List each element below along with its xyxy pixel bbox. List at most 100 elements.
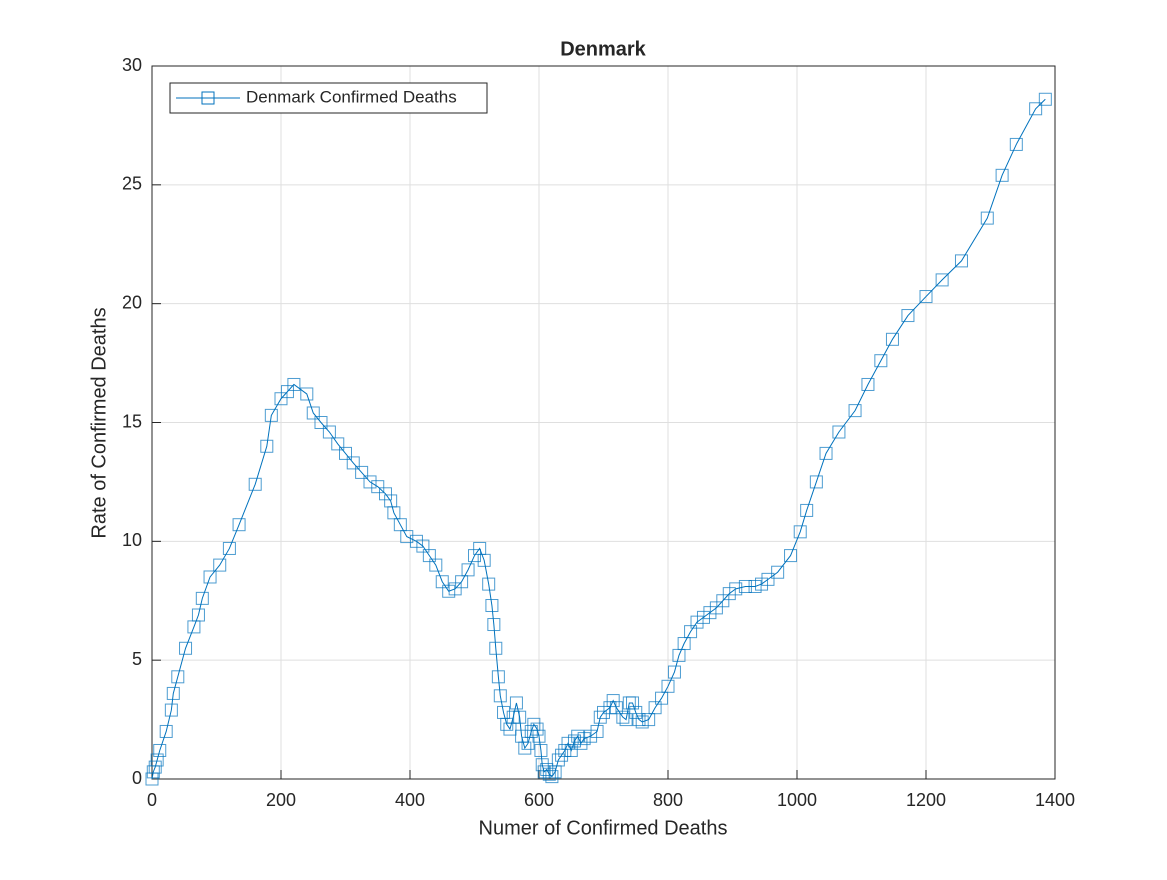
marker bbox=[159, 724, 173, 738]
chart-title: Denmark bbox=[560, 38, 646, 60]
marker bbox=[264, 408, 278, 422]
marker bbox=[487, 618, 501, 632]
marker bbox=[171, 670, 185, 684]
marker bbox=[901, 309, 915, 323]
x-tick-label: 1400 bbox=[1035, 790, 1075, 810]
marker bbox=[166, 686, 180, 700]
marker bbox=[861, 377, 875, 391]
x-tick-label: 1200 bbox=[906, 790, 946, 810]
x-tick-label: 600 bbox=[524, 790, 554, 810]
series-line bbox=[151, 98, 1046, 780]
marker bbox=[355, 465, 369, 479]
marker bbox=[378, 487, 392, 501]
marker bbox=[300, 387, 314, 401]
marker bbox=[248, 477, 262, 491]
marker bbox=[832, 425, 846, 439]
marker bbox=[954, 254, 968, 268]
y-tick-label: 15 bbox=[122, 411, 142, 431]
x-tick-label: 0 bbox=[147, 790, 157, 810]
marker bbox=[461, 563, 475, 577]
marker bbox=[619, 713, 633, 727]
marker bbox=[213, 558, 227, 572]
marker bbox=[331, 437, 345, 451]
marker bbox=[590, 724, 604, 738]
marker bbox=[819, 446, 833, 460]
marker bbox=[874, 354, 888, 368]
marker bbox=[222, 541, 236, 555]
marker bbox=[729, 582, 743, 596]
marker bbox=[935, 273, 949, 287]
marker bbox=[287, 377, 301, 391]
marker bbox=[513, 710, 527, 724]
marker bbox=[232, 518, 246, 532]
marker bbox=[491, 670, 505, 684]
marker bbox=[738, 579, 752, 593]
x-tick-label: 1000 bbox=[777, 790, 817, 810]
y-axis-label: Rate of Confirmed Deaths bbox=[88, 307, 110, 538]
marker bbox=[761, 572, 775, 586]
marker bbox=[477, 553, 491, 567]
marker bbox=[885, 332, 899, 346]
x-axis-label: Numer of Confirmed Deaths bbox=[479, 817, 728, 839]
marker bbox=[661, 679, 675, 693]
x-tick-label: 400 bbox=[395, 790, 425, 810]
marker bbox=[545, 770, 559, 784]
marker bbox=[1038, 92, 1052, 106]
marker bbox=[980, 211, 994, 225]
marker bbox=[339, 446, 352, 460]
legend-marker bbox=[201, 91, 215, 105]
y-tick-label: 10 bbox=[122, 530, 142, 550]
marker bbox=[1009, 137, 1023, 151]
marker bbox=[150, 753, 164, 767]
y-tick-label: 0 bbox=[132, 768, 142, 788]
marker bbox=[616, 710, 630, 724]
marker bbox=[153, 743, 167, 757]
marker bbox=[537, 765, 551, 779]
marker bbox=[771, 565, 785, 579]
marker bbox=[482, 577, 496, 591]
marker bbox=[429, 558, 443, 572]
marker bbox=[564, 743, 578, 757]
marker bbox=[148, 760, 162, 774]
marker bbox=[530, 722, 544, 736]
marker bbox=[995, 168, 1009, 182]
marker bbox=[593, 710, 607, 724]
marker bbox=[400, 530, 414, 544]
marker bbox=[164, 703, 178, 717]
marker bbox=[322, 425, 336, 439]
marker bbox=[346, 456, 360, 470]
x-tick-label: 200 bbox=[266, 790, 296, 810]
marker bbox=[809, 475, 823, 489]
marker bbox=[468, 549, 481, 563]
marker bbox=[314, 416, 328, 429]
y-tick-label: 30 bbox=[122, 55, 142, 75]
marker bbox=[485, 599, 499, 613]
y-tick-label: 5 bbox=[132, 649, 142, 669]
marker bbox=[632, 713, 646, 727]
axes-box bbox=[151, 65, 1056, 780]
marker bbox=[848, 404, 862, 418]
marker bbox=[919, 290, 933, 304]
marker bbox=[574, 736, 588, 750]
marker bbox=[626, 696, 640, 710]
marker bbox=[535, 758, 549, 772]
marker bbox=[534, 743, 548, 757]
marker bbox=[532, 729, 546, 743]
marker bbox=[540, 762, 554, 776]
x-tick-label: 800 bbox=[653, 790, 683, 810]
marker bbox=[195, 591, 209, 605]
marker bbox=[306, 406, 320, 420]
marker bbox=[489, 641, 503, 655]
marker bbox=[667, 665, 681, 679]
marker bbox=[1029, 102, 1043, 116]
marker bbox=[509, 696, 523, 710]
y-tick-label: 25 bbox=[122, 174, 142, 194]
marker bbox=[606, 694, 620, 708]
marker bbox=[800, 503, 814, 517]
marker bbox=[260, 439, 274, 453]
marker bbox=[793, 525, 807, 539]
marker bbox=[493, 689, 507, 703]
marker bbox=[518, 741, 532, 755]
marker bbox=[203, 570, 217, 584]
